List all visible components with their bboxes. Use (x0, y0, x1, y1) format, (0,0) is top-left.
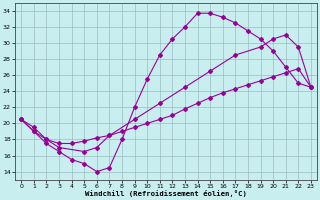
X-axis label: Windchill (Refroidissement éolien,°C): Windchill (Refroidissement éolien,°C) (85, 190, 247, 197)
